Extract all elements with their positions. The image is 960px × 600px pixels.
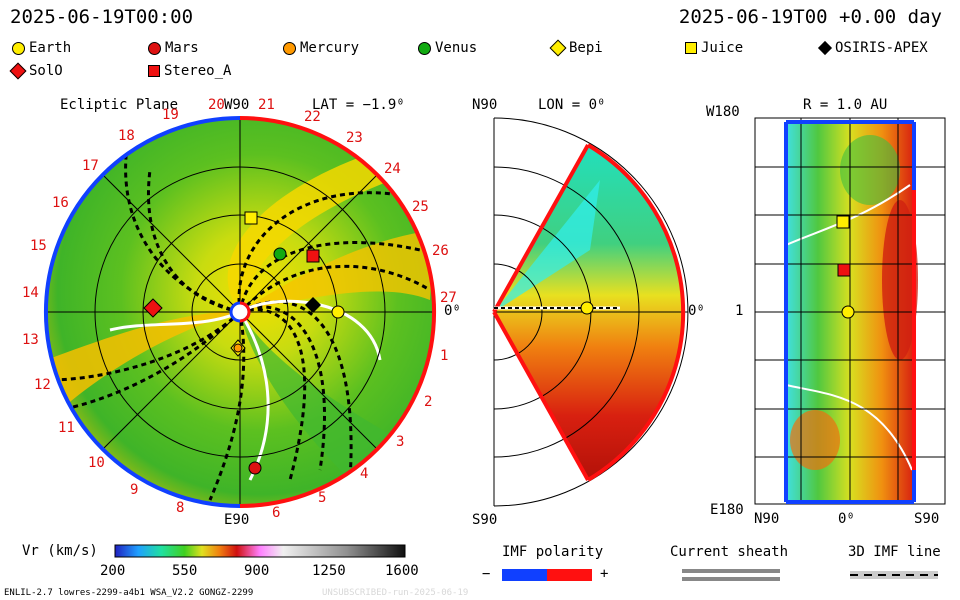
meridional-0deg: 0⁰ [688,303,705,319]
carrington-tick: 23 [346,130,363,146]
radial-w180: W180 [706,104,740,120]
carrington-tick: 16 [52,195,69,211]
osiris-apex-icon [817,40,833,56]
earth-icon [12,41,25,55]
carrington-tick: 10 [88,455,105,471]
carrington-tick: 20 [208,97,225,113]
carrington-tick: 3 [396,434,405,450]
stereo-a-icon [148,65,160,77]
radial-x-s90: S90 [914,511,940,527]
colorbar-tick: 200 [100,563,126,579]
carrington-tick: 21 [258,97,275,113]
vr-colorbar [114,544,406,558]
imf-spiral-lines [49,129,431,501]
solo-icon [9,62,27,80]
carrington-tick: 1 [440,348,449,364]
juice-radial-marker [836,215,850,229]
carrington-tick: 5 [318,490,327,506]
run-id-footer: UNSUBSCRIBED-run-2025-06-19 [322,588,469,598]
juice-marker [244,211,258,225]
mercury-icon [283,41,296,55]
carrington-tick: 6 [272,505,281,521]
carrington-tick: 2 [424,394,433,410]
datetime-title: 2025-06-19T00:00 [10,6,194,28]
colorbar-tick: 1600 [385,563,419,579]
earth-meridional-marker [580,301,594,315]
current-sheath-label: Current sheath [670,544,789,560]
ecliptic-lat: LAT = −1.9⁰ [312,97,405,113]
model-footer: ENLIL-2.7 lowres-2299-a4b1 WSA_V2.2 GONG… [4,588,254,598]
legend-osiris-apex: OSIRIS-APEX [817,40,928,56]
carrington-tick: 19 [162,107,179,123]
imf-positive-swatch [547,569,592,581]
carrington-tick: 15 [30,238,47,254]
carrington-tick: 9 [130,482,139,498]
solo-marker [143,298,163,318]
radial-map [754,117,946,505]
meridional-s90: S90 [472,512,498,528]
carrington-tick: 17 [82,158,99,174]
carrington-tick: 25 [412,199,429,215]
legend-mercury: Mercury [283,40,359,56]
carrington-tick: 13 [22,332,39,348]
carrington-tick: 26 [432,243,449,259]
carrington-tick: 8 [176,500,185,516]
carrington-tick: 27 [440,290,457,306]
legend-stereo-a: Stereo_A [148,63,231,79]
legend-venus: Venus [418,40,477,56]
radial-e180: E180 [710,502,744,518]
meridional-n90: N90 [472,97,498,113]
imf-polarity-label: IMF polarity [502,544,604,560]
radial-title: R = 1.0 AU [803,97,888,113]
imf-negative-swatch [502,569,547,581]
carrington-tick: 22 [304,109,321,125]
carrington-tick: 4 [360,466,369,482]
carrington-tick: 12 [34,377,51,393]
ecliptic-title: Ecliptic Plane [60,97,179,113]
mercury-marker [233,343,243,353]
meridional-plane-map [492,117,689,507]
radial-mid-label: 1 [735,303,744,319]
colorbar-label: Vr (km/s) [22,543,98,559]
mars-icon [148,41,161,55]
colorbar-tick: 1250 [312,563,346,579]
legend-juice: Juice [685,40,743,56]
venus-marker [273,247,287,261]
carrington-tick: 18 [118,128,135,144]
colorbar-tick: 550 [172,563,198,579]
juice-icon [685,42,697,54]
mars-marker [248,461,262,475]
current-sheath-swatch [682,569,780,581]
legend-solo: SolO [9,62,63,80]
ecliptic-0deg: 0⁰ [444,303,461,319]
legend-mars: Mars [148,40,199,56]
venus-icon [418,41,431,55]
ecliptic-e90: E90 [224,512,250,528]
ecliptic-plane-map [44,116,436,508]
colorbar-tick: 900 [244,563,270,579]
legend-earth: Earth [12,40,71,56]
meridional-lon: LON = 0⁰ [538,97,606,113]
radial-x-0deg: 0⁰ [838,511,855,527]
legend-bepi: Bepi [549,39,603,57]
stereo-a-radial-marker [837,263,851,277]
earth-radial-marker [841,305,855,319]
bepi-icon [549,39,567,57]
imf-line-label: 3D IMF line [848,544,941,560]
stereo-a-marker [306,249,320,263]
carrington-tick: 24 [384,161,401,177]
elapsed-title: 2025-06-19T00 +0.00 day [678,6,942,28]
carrington-tick: 14 [22,285,39,301]
earth-marker [331,305,345,319]
osiris-apex-marker [305,297,321,313]
radial-x-n90: N90 [754,511,780,527]
ecliptic-w90: W90 [224,97,250,113]
carrington-tick: 11 [58,420,75,436]
imf-plus: + [600,566,609,582]
imf-minus: − [482,566,491,582]
